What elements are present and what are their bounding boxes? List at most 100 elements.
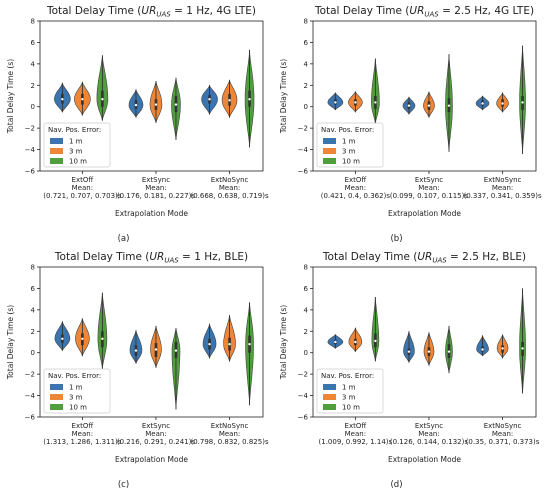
y-tick-label: 4 [31, 306, 36, 314]
y-tick-label: −6 [298, 414, 309, 422]
x-tick-mean-label: Mean: [345, 430, 366, 438]
y-tick-label: 8 [31, 18, 35, 26]
y-tick-label: −2 [25, 125, 35, 133]
legend-label: 10 m [69, 158, 87, 166]
y-tick-label: −6 [25, 168, 36, 176]
violin-median-dot [334, 101, 337, 104]
violin-median-dot [447, 104, 451, 107]
legend-label: 10 m [342, 158, 360, 166]
y-tick-label: −4 [25, 392, 36, 400]
x-tick-mean-label: Mean: [72, 430, 93, 438]
violin-median-dot [208, 342, 211, 346]
violin-median-dot [174, 349, 178, 352]
violin-median-dot [154, 103, 158, 106]
legend-swatch [323, 148, 336, 154]
y-tick-label: 0 [304, 103, 308, 111]
violin-median-dot [354, 340, 357, 344]
chart-title: Total Delay Time (URUAS = 2.5 Hz, 4G LTE… [314, 5, 534, 19]
legend-box [316, 122, 384, 168]
panel-label: (d) [390, 480, 402, 490]
violin-median-dot [134, 349, 138, 352]
chart-title: Total Delay Time (URUAS = 1 Hz, BLE) [54, 251, 248, 265]
y-tick-label: 0 [304, 349, 308, 357]
x-tick-label: ExtOff [72, 176, 94, 184]
y-tick-label: 0 [31, 103, 35, 111]
panel-label: (b) [390, 234, 402, 244]
violin-median-dot [354, 101, 357, 104]
y-tick-label: −4 [298, 146, 309, 154]
violin-median-dot [228, 342, 231, 346]
legend-swatch [323, 138, 336, 144]
x-tick-label: ExtOff [345, 422, 367, 430]
y-tick-label: −6 [298, 168, 309, 176]
y-axis-label: Total Delay Time (s) [6, 305, 15, 380]
x-tick-mean-values: (0.216, 0.291, 0.241)s [117, 438, 195, 446]
y-axis-label: Total Delay Time (s) [6, 59, 15, 134]
y-tick-label: 6 [304, 39, 309, 47]
y-tick-label: 2 [304, 82, 308, 90]
panel-label: (a) [118, 234, 130, 244]
x-tick-mean-label: Mean: [145, 430, 166, 438]
violin-median-dot [81, 337, 84, 340]
legend-swatch [323, 384, 336, 390]
y-tick-label: −2 [298, 371, 308, 379]
legend-label: 3 m [69, 148, 83, 156]
chart-panel: Total Delay Time (URUAS = 1 Hz, BLE) −6 −4… [6, 251, 269, 490]
y-tick-label: 6 [304, 285, 309, 293]
chart-panel: Total Delay Time (URUAS = 2.5 Hz, BLE) −6… [279, 251, 540, 490]
violin-median-dot [174, 103, 178, 106]
x-tick-mean-label: Mean: [492, 430, 513, 438]
violin-median-dot [81, 98, 84, 101]
x-tick-mean-label: Mean: [492, 184, 513, 192]
violin-median-dot [427, 350, 431, 353]
violin-median-dot [61, 98, 64, 101]
violin-median-dot [374, 339, 377, 343]
x-tick-mean-values: (0.337, 0.341, 0.359)s [463, 192, 541, 200]
x-tick-label: ExtOff [345, 176, 367, 184]
violin-median-dot [61, 337, 64, 340]
plot-frame [312, 266, 537, 418]
legend-box [43, 368, 111, 414]
legend-label: 10 m [342, 404, 360, 412]
y-tick-label: 6 [31, 285, 36, 293]
y-tick-label: −2 [298, 125, 308, 133]
x-axis-label: Extrapolation Mode [388, 455, 461, 464]
panel-label: (c) [118, 480, 129, 490]
y-tick-label: 0 [31, 349, 35, 357]
y-tick-label: −6 [25, 414, 36, 422]
y-tick-label: −2 [25, 371, 35, 379]
x-tick-label: ExtNoSync [484, 422, 522, 430]
legend-label: 10 m [69, 404, 87, 412]
violin-median-dot [407, 104, 411, 107]
plot-frame [39, 20, 264, 172]
y-tick-label: 4 [31, 60, 36, 68]
y-tick-label: 4 [304, 306, 309, 314]
x-tick-label: ExtSync [415, 176, 443, 184]
legend-swatch [50, 384, 63, 390]
legend-swatch [50, 138, 63, 144]
x-tick-mean-label: Mean: [418, 430, 439, 438]
x-tick-mean-values: (0.126, 0.144, 0.132)s [390, 438, 468, 446]
legend-label: 1 m [69, 138, 83, 146]
legend-title: Nav. Pos. Error: [48, 372, 101, 380]
violin-median-dot [501, 102, 504, 105]
violin-median-dot [134, 103, 138, 107]
violin-median-dot [427, 104, 431, 107]
plot-frame [39, 266, 264, 418]
x-tick-mean-values: (1.313, 1.286, 1.311)s [43, 438, 121, 446]
chart-title: Total Delay Time (URUAS = 2.5 Hz, BLE) [322, 251, 526, 265]
violin-median-dot [447, 350, 451, 353]
y-tick-label: 8 [31, 264, 35, 272]
legend-title: Nav. Pos. Error: [48, 126, 101, 134]
x-tick-mean-values: (1.009, 0.992, 1.14)s [319, 438, 393, 446]
x-tick-label: ExtNoSync [211, 422, 249, 430]
x-tick-label: ExtOff [72, 422, 94, 430]
x-tick-label: ExtSync [415, 422, 443, 430]
y-axis-label: Total Delay Time (s) [279, 59, 288, 134]
x-tick-mean-label: Mean: [219, 184, 240, 192]
legend-swatch [323, 394, 336, 400]
legend-box [316, 368, 384, 414]
x-tick-mean-values: (0.668, 0.638, 0.719)s [190, 192, 268, 200]
legend-title: Nav. Pos. Error: [321, 126, 374, 134]
